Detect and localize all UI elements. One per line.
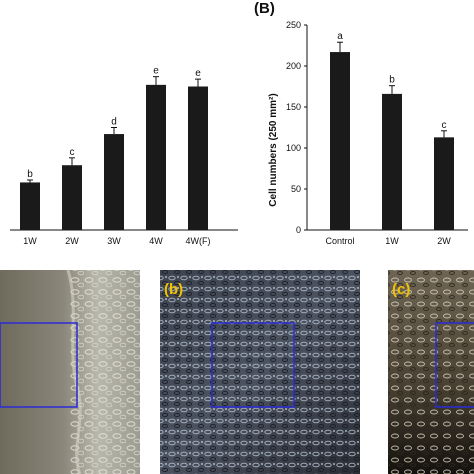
cell-texture	[388, 270, 474, 474]
significance-letter: c	[70, 147, 75, 158]
roi-box	[211, 322, 295, 408]
bar-2W	[62, 165, 82, 230]
bar-1W	[20, 182, 40, 230]
category-label: Control	[325, 236, 354, 246]
bar-2W	[434, 137, 454, 230]
roi-box	[435, 322, 474, 408]
category-labels: 1W 2W 3W 4W 4W(F)	[23, 236, 210, 246]
micrograph-label-b: (b)	[164, 281, 183, 298]
bar-1W	[382, 93, 402, 230]
bars: b c d e e	[20, 66, 208, 230]
micrograph-b: (b)	[160, 270, 360, 474]
category-label: 4W	[149, 236, 163, 246]
bar-4W	[146, 84, 166, 230]
bar-3W	[104, 134, 124, 230]
y-ticks: 0 50 100 150 200 250	[286, 20, 307, 235]
chart-b: (B) Cell numbers (250 mm²) 0 50 100 150 200 2…	[254, 0, 468, 246]
significance-letter: e	[195, 68, 201, 79]
y-tick-label: 50	[291, 184, 301, 194]
significance-letter: c	[442, 120, 447, 131]
y-tick-label: 250	[286, 20, 301, 30]
y-axis-label: Cell numbers (250 mm²)	[268, 93, 279, 206]
cell-texture	[70, 270, 140, 474]
micrograph-label-c: (c)	[392, 281, 410, 298]
category-label: 4W(F)	[186, 236, 211, 246]
bars: a b c	[330, 31, 454, 231]
category-label: 1W	[23, 236, 37, 246]
bar-Control	[330, 52, 350, 231]
bar-4W(F)	[188, 86, 208, 230]
wound-edge	[66, 269, 82, 474]
chart-a: b c d e e 1W 2W 3W 4W 4W(F)	[10, 66, 238, 246]
significance-letter: d	[111, 117, 117, 128]
category-label: 1W	[385, 236, 399, 246]
y-tick-label: 150	[286, 102, 301, 112]
y-tick-label: 0	[296, 225, 301, 235]
significance-letter: b	[389, 75, 395, 86]
category-label: 3W	[107, 236, 121, 246]
category-label: 2W	[437, 236, 451, 246]
micrograph-a	[0, 269, 140, 474]
cell-texture	[160, 270, 360, 474]
y-tick-label: 200	[286, 61, 301, 71]
significance-letter: b	[27, 169, 33, 180]
category-labels: Control 1W 2W	[325, 236, 451, 246]
significance-letter: a	[337, 31, 343, 42]
y-tick-label: 100	[286, 143, 301, 153]
roi-box	[0, 322, 78, 408]
category-label: 2W	[65, 236, 79, 246]
significance-letter: e	[153, 66, 159, 77]
micrograph-c: (c)	[388, 270, 474, 474]
panel-label-b: (B)	[254, 0, 275, 17]
